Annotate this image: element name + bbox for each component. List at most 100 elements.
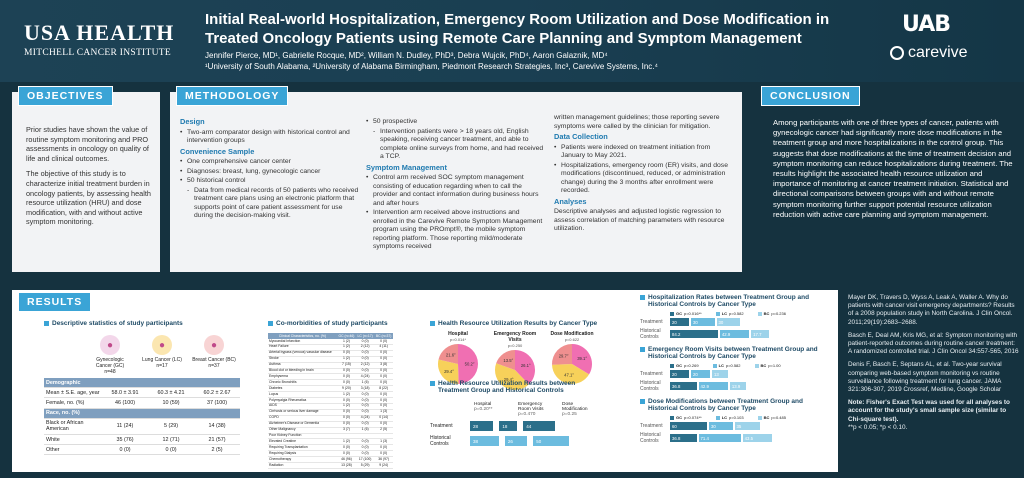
legend-p: p=1.00	[768, 363, 781, 368]
cell-value: 4 (24)	[356, 415, 375, 422]
cell-value: 1 (6)	[356, 379, 375, 387]
rate-bar: 60	[670, 422, 707, 430]
legend-item: GC p=0.016**	[670, 311, 702, 316]
hru2-column-header: Dose Modification p=0.25	[562, 402, 596, 417]
cell-value: 2 (12)	[356, 362, 375, 369]
cell-value: 0 (0)	[148, 444, 194, 456]
table-row: Lupus 1 (2) 0 (0) 0 (0)	[268, 391, 393, 399]
cell-value: 0 (0)	[374, 356, 393, 363]
pie-slice	[552, 344, 572, 365]
cell-value: 1 (6)	[356, 427, 375, 434]
legend-item: LC p=0.582	[712, 363, 741, 368]
legend-swatch	[757, 415, 762, 420]
cell-value: 3 (18)	[356, 385, 375, 393]
rate-chart: Emergency Room Visits between Treatment …	[640, 346, 832, 392]
row-label: Stroke	[268, 356, 337, 363]
cell-value	[194, 378, 240, 389]
bullet-square-icon	[640, 399, 645, 404]
rate-bar: 13.9	[729, 382, 747, 390]
objectives-title: OBJECTIVES	[18, 86, 113, 106]
bullet-square-icon	[430, 381, 435, 386]
methodology-col-3: written management guidelines; those rep…	[554, 114, 736, 234]
authors: Jennifer Pierce, MD¹, Gabrielle Rocque, …	[205, 51, 608, 60]
table-row: White 35 (76) 12 (71) 21 (57)	[44, 434, 240, 446]
header: USA HEALTH MITCHELL CANCER INSTITUTE Ini…	[0, 0, 1024, 82]
legend-swatch	[715, 415, 720, 420]
table-row: Requiring Dialysis 0 (0) 0 (0) 0 (0)	[268, 450, 393, 458]
rate-bar: 42.9	[719, 330, 750, 338]
pie-title: Dose Modification	[550, 331, 594, 337]
row-label: Chronic Bronchitis	[268, 379, 337, 387]
pie-p-value: p=0.622	[564, 337, 580, 342]
bullet-square-icon	[44, 321, 49, 326]
cell-value: 0 (0)	[374, 450, 393, 458]
cell-value: 0 (0)	[356, 450, 375, 458]
legend-p: p=0.016**	[684, 311, 702, 316]
legend-item: BC p=1.00	[754, 363, 781, 368]
cancer-type-label: Lung Cancer (LC) n=17	[142, 357, 182, 369]
rate-bar: 20	[691, 370, 710, 378]
hru2-rows: Treatment 28 18 44 Historical Controls 38 26 50	[430, 421, 600, 447]
cell-value: 5 (29)	[356, 462, 375, 469]
cell-value: 0 (0)	[356, 444, 375, 452]
table-row: Other Malignancy 3 (7) 1 (6) 2 (5)	[268, 427, 393, 434]
hru2-row-label: Historical Controls	[430, 435, 451, 447]
cell-value: 1 (2)	[336, 356, 356, 363]
cancer-type-label: Breast Cancer (BC) n=37	[192, 357, 236, 369]
table-row: Arterial bypass (venous) vascular diseas…	[268, 350, 393, 357]
cell-value: 17 (100)	[356, 456, 375, 464]
rate-row: Historical Controls 84.2 42.9 17.7	[640, 328, 832, 340]
reference-1: Mayer DK, Travers D, Wyss A, Leak A, Wal…	[848, 294, 1015, 326]
pie-slice	[458, 344, 478, 384]
hru-title: Health Resource Utilization Results by C…	[438, 320, 598, 327]
significance-note: **p < 0.05; *p < 0.10.	[848, 423, 908, 431]
pie-svg: 39.1° 47.1° 29.7°	[552, 344, 592, 384]
rate-row-label: Treatment	[640, 319, 663, 325]
symptom-continuation: written management guidelines; those rep…	[554, 114, 720, 130]
comorbidities-block: Co-morbidities of study participants Cli…	[268, 320, 406, 469]
cell-value: 0 (0)	[336, 415, 356, 422]
rate-bar: 36.8	[670, 434, 697, 442]
female-reproductive-icon: ●	[100, 335, 120, 355]
pie-slice-label: 39.1°	[577, 356, 587, 361]
hru2-column-p: p=0.20**	[474, 407, 493, 412]
row-label: Female, no. (%)	[44, 397, 102, 409]
cell-value: 0 (0)	[336, 421, 356, 428]
row-label: Alzheimer's Disease or Dementia	[268, 421, 337, 428]
row-label: Other Malignancy	[268, 427, 337, 434]
pie-p-value: p=0.014*	[449, 337, 467, 342]
legend-p: p=0.236	[771, 311, 786, 316]
row-label: Black or African American	[44, 418, 102, 435]
pie-slice-label: 21.6°	[446, 352, 456, 357]
hru2-column-headers: Hospital p=0.20** Emergency Room Visits p=0…	[474, 402, 600, 417]
rate-row: Treatment 20 30 30	[640, 318, 832, 326]
pie-slice-label: 47.1°	[564, 373, 574, 378]
rate-bar: 30	[709, 422, 733, 430]
analyses-text: Descriptive analyses and adjusted logist…	[554, 208, 725, 232]
symptom-bullet-2: Intervention arm received above instruct…	[366, 209, 544, 252]
hru-between-groups-block: Health Resource Utilization Results betw…	[430, 380, 600, 447]
legend-label: LC	[718, 363, 724, 368]
table-row: Poor Kidney Function	[268, 433, 393, 440]
row-label: Elevated Creatine	[268, 438, 337, 446]
pie-title: Emergency Room Visits	[493, 331, 537, 343]
row-label: Myocardial Infarction	[268, 339, 337, 345]
rate-bar: 43.5	[742, 434, 773, 442]
cancer-type-label: Gynecologic Cancer (GC) n=48	[88, 357, 133, 375]
demographics-title: Descriptive statistics of study particip…	[52, 320, 183, 327]
pie-slice-label: 29.7°	[559, 353, 569, 358]
cell-value	[102, 378, 148, 389]
prospective-sub-bullet: Intervention patients were > 18 years ol…	[366, 128, 544, 162]
comorbidities-heading: Co-morbidities of study participants	[268, 320, 406, 327]
pie-slice	[438, 359, 459, 384]
conclusion-text: Among participants with one of three typ…	[773, 118, 1013, 219]
cell-value: 3 (7)	[336, 427, 356, 434]
cell-value: 46 (100)	[102, 397, 148, 409]
table-row: Female, no. (%) 46 (100) 10 (59) 37 (100)	[44, 397, 240, 409]
cell-value: 1 (2)	[336, 391, 356, 399]
cell-value: 0 (0)	[374, 444, 393, 452]
cell-value	[374, 433, 393, 440]
legend-item: BC p=0.236	[757, 311, 786, 316]
cell-value: 0 (0)	[356, 409, 375, 416]
methodology-col-1: Design Two-arm comparator design with hi…	[180, 116, 360, 222]
